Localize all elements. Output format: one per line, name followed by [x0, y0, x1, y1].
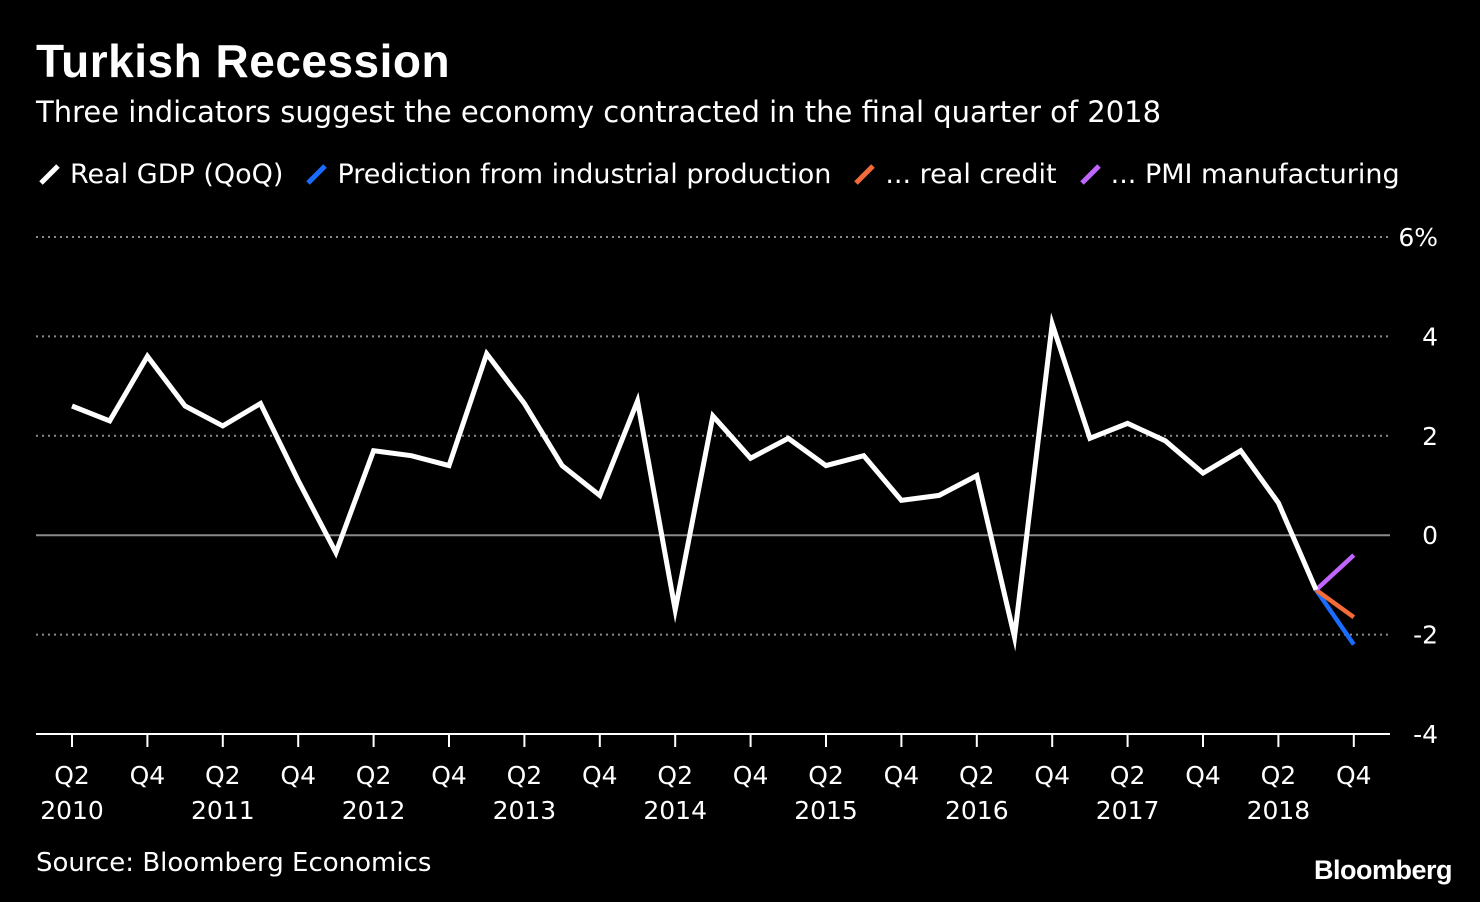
series-line-pmi-manufacturing — [1314, 553, 1356, 592]
x-tick-label-quarter: Q2 — [959, 761, 995, 790]
series-line-real-gdp — [71, 312, 1319, 652]
chart-title: Turkish Recession — [36, 35, 451, 87]
legend-label-real-gdp: Real GDP (QoQ) — [70, 158, 284, 190]
x-tick-label-quarter: Q2 — [1261, 761, 1297, 790]
x-tick-label-year: 2018 — [1247, 796, 1311, 825]
legend-item-industrial-production: Prediction from industrial production — [303, 159, 831, 190]
source-note: Source: Bloomberg Economics — [36, 848, 432, 878]
x-tick-label-quarter: Q2 — [54, 761, 90, 790]
x-tick-label-year: 2011 — [191, 796, 255, 825]
x-tick-label-year: 2017 — [1096, 796, 1160, 825]
x-tick-label-quarter: Q2 — [808, 761, 844, 790]
legend-label-pmi-manufacturing: ... PMI manufacturing — [1110, 158, 1400, 190]
legend: Real GDP (QoQ) Prediction from industria… — [36, 156, 1420, 192]
x-tick-label-year: 2010 — [40, 796, 104, 825]
x-tick-label-year: 2014 — [643, 796, 707, 825]
legend-label-real-credit: ... real credit — [885, 158, 1057, 190]
series-line-industrial-production — [1314, 588, 1356, 646]
x-tick-label-year: 2013 — [493, 796, 557, 825]
x-tick-label-quarter: Q4 — [1034, 761, 1070, 790]
legend-item-pmi-manufacturing: ... PMI manufacturing — [1077, 159, 1400, 190]
legend-swatch-real-gdp — [39, 164, 60, 185]
y-tick-label: -2 — [1413, 621, 1438, 650]
x-tick-label-quarter: Q4 — [1336, 761, 1372, 790]
x-tick-label-quarter: Q4 — [431, 761, 467, 790]
y-tick-label: 2 — [1422, 422, 1438, 451]
bloomberg-logo: Bloomberg — [1313, 855, 1453, 885]
x-tick-label-quarter: Q2 — [507, 761, 543, 790]
chart-subtitle: Three indicators suggest the economy con… — [36, 95, 1162, 129]
x-tick-label-quarter: Q2 — [1110, 761, 1146, 790]
x-tick-label-quarter: Q4 — [130, 761, 166, 790]
x-tick-label-quarter: Q4 — [280, 761, 316, 790]
y-tick-label: 4 — [1422, 322, 1438, 351]
x-tick-label-quarter: Q4 — [1185, 761, 1221, 790]
y-tick-label: -4 — [1413, 720, 1438, 749]
legend-swatch-pmi-manufacturing — [1079, 164, 1101, 185]
series-line-real-credit — [1314, 588, 1356, 620]
y-tick-label: 0 — [1422, 521, 1438, 550]
x-tick-label-year: 2012 — [342, 796, 406, 825]
x-tick-label-year: 2016 — [945, 796, 1009, 825]
y-tick-label: 6% — [1398, 223, 1438, 252]
x-tick-label-quarter: Q2 — [356, 761, 392, 790]
legend-swatch-industrial-production — [306, 164, 328, 185]
x-tick-label-quarter: Q4 — [884, 761, 920, 790]
legend-item-real-gdp: Real GDP (QoQ) — [36, 159, 283, 190]
x-tick-label-quarter: Q4 — [733, 761, 769, 790]
legend-label-industrial-production: Prediction from industrial production — [337, 158, 832, 190]
x-tick-label-quarter: Q2 — [657, 761, 693, 790]
x-tick-label-quarter: Q4 — [582, 761, 618, 790]
legend-item-real-credit: ... real credit — [851, 158, 1057, 190]
legend-swatch-real-credit — [854, 164, 876, 185]
x-tick-label-quarter: Q2 — [205, 761, 241, 790]
x-tick-label-year: 2015 — [794, 796, 858, 825]
